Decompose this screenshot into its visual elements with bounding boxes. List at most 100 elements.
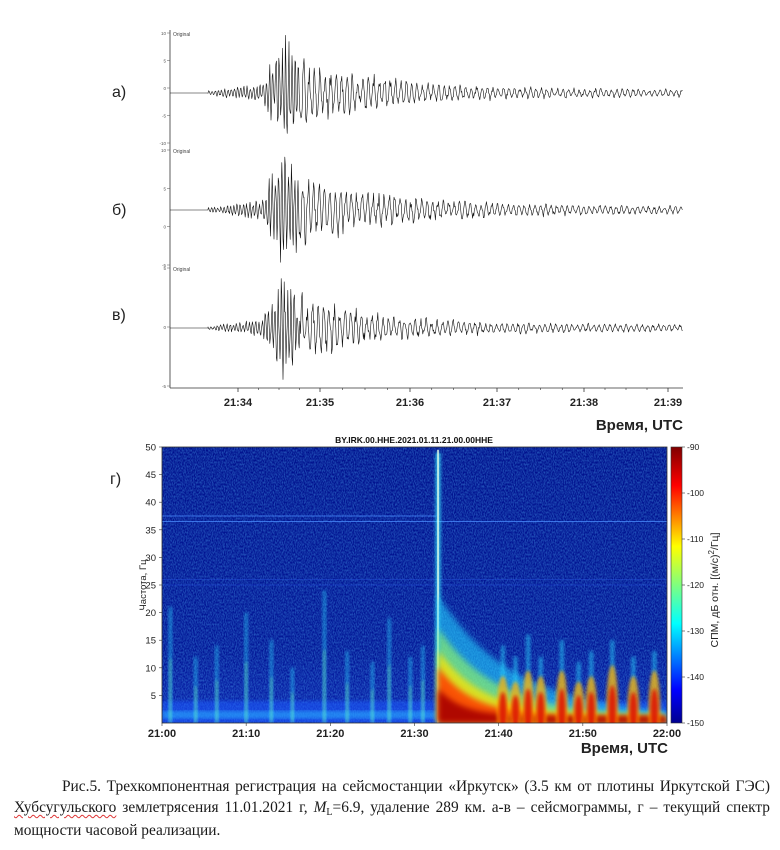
spectrogram-title: BY.IRK.00.HHE.2021.01.11.21.00.00HHE [335, 435, 493, 445]
spectrogram-y-axis-label: Частота, Гц [138, 559, 149, 611]
seismogram-traces [170, 35, 683, 380]
caption-part-2: землетрясения 11.01.2021 г, [116, 799, 314, 816]
seismogram-x-tick-label: 21:38 [570, 397, 598, 409]
spectrogram-noise-streak-core [245, 662, 248, 723]
spectrogram-noise-streak-core [421, 680, 424, 723]
seismogram-trace [170, 278, 683, 380]
figure-caption: Рис.5. Трехкомпонентная регистрация на с… [14, 776, 770, 841]
seismogram-trace-name: Original [173, 267, 190, 273]
spectrogram-x-ticks: 21:00 21:10 21:20 21:30 21:40 21:50 22:00 [148, 723, 681, 740]
spectrogram-coda-yellow [438, 650, 667, 723]
seismogram-y-tick-label: 0 [163, 86, 166, 91]
colorbar-label: СПМ, дБ отн. [(м/с)2/Гц] [707, 532, 721, 647]
spectrogram-burst-core [574, 695, 583, 723]
seismogram-x-tick-label: 21:39 [654, 397, 682, 409]
seismogram-panel-label: а) [112, 84, 126, 101]
spectrogram-burst-core [629, 692, 638, 723]
colorbar-tick-label: -130 [687, 626, 704, 636]
spectrogram-y-tick-label: 5 [151, 691, 156, 702]
seismogram-panel-label: б) [112, 202, 127, 219]
seismogram-frame [169, 30, 683, 389]
caption-magnitude-subscript: L [326, 807, 333, 818]
colorbar-label-superscript: 2 [707, 550, 716, 555]
spectrogram-microseism-band [162, 710, 667, 719]
seismogram-trace [170, 35, 683, 134]
seismogram-x-tick-label: 21:37 [483, 397, 511, 409]
colorbar [670, 446, 683, 724]
spectrogram-y-tick-label: 10 [145, 663, 156, 674]
spectrogram-noise-streak-core [291, 692, 294, 723]
spectrogram-noise-streak-core [409, 686, 412, 723]
seismogram-panel-label: в) [112, 307, 126, 324]
spectrogram-x-tick-label: 21:00 [148, 728, 176, 740]
spectrogram-y-tick-label: 30 [145, 553, 156, 564]
colorbar-tick-label: -110 [687, 534, 704, 544]
spectrogram-x-tick-label: 21:20 [316, 728, 344, 740]
caption-part-3: =6.9, удаление 289 км. а-в – сейсмограмм… [14, 799, 770, 839]
figure: а)Original1050-5-10б)Original1050-5в)Ori… [110, 30, 721, 757]
spectrogram-burst-core [608, 685, 617, 723]
seismogram-x-tick-label: 21:36 [396, 397, 424, 409]
seismogram-y-tick-label: 5 [163, 266, 166, 271]
spectrogram-burst-core [498, 692, 507, 723]
seismogram-trace [170, 156, 683, 263]
spectrogram-burst-core [557, 688, 566, 723]
spectrogram-burst-core [650, 688, 659, 723]
seismogram-x-axis-label: Время, UTC [596, 417, 683, 434]
seismogram-y-tick-label: -5 [162, 263, 166, 268]
spectrogram-coda-darkred [438, 688, 667, 723]
colorbar-tick-label: -100 [687, 488, 704, 498]
caption-magnitude-symbol: M [313, 799, 327, 816]
spectrogram-x-tick-label: 21:30 [400, 728, 428, 740]
seismogram-y-tick-label: 0 [163, 325, 166, 330]
colorbar-tick-label: -140 [687, 672, 704, 682]
seismogram-y-tick-label: 0 [163, 225, 166, 230]
seismogram-y-tick-label: 5 [163, 186, 166, 191]
caption-underlined-word: Хубсугульского [14, 799, 117, 816]
seismogram-x-ticks: 21:34 21:35 21:36 21:37 21:38 21:39 [224, 388, 682, 409]
spectrogram-marks [162, 449, 667, 723]
spectrogram-x-tick-label: 22:00 [653, 728, 681, 740]
spectrogram-noise-streak-core [194, 686, 197, 723]
spectrogram-burst-core [524, 688, 533, 723]
seismogram-x-tick-label: 21:34 [224, 397, 253, 409]
seismogram-panel: а) Original 10 5 0 -5 -10 б) Original 10 5 0 -5 в) Ori… [112, 30, 683, 434]
seismogram-y-tick-label: -10 [159, 141, 166, 146]
spectrogram-noise-streak-core [388, 665, 391, 723]
spectrogram-y-tick-label: 45 [145, 470, 156, 481]
spectrogram-panel: г) BY.IRK.00.HHE.2021.01.11.21.00.00HHE … [110, 435, 721, 757]
spectrogram-y-tick-label: 35 [145, 525, 156, 536]
spectrogram-y-tick-label: 40 [145, 498, 156, 509]
seismogram-trace-name: Original [173, 32, 190, 38]
spectrogram-noise-streak-core [346, 683, 349, 723]
spectrogram-noise-streak-core [323, 650, 326, 723]
seismogram-y-tick-label: -5 [162, 384, 166, 389]
seismogram-y-tick-label: 10 [161, 148, 167, 153]
spectrogram-burst-core [511, 695, 520, 723]
spectrogram-panel-label: г) [110, 471, 121, 488]
seismogram-trace-name: Original [173, 149, 190, 155]
spectrogram-x-tick-label: 21:10 [232, 728, 260, 740]
spectrogram-burst-core [587, 692, 596, 723]
spectrogram-y-tick-label: 50 [145, 443, 156, 454]
colorbar-tick-label: -150 [687, 718, 704, 728]
seismogram-y-tick-label: 5 [163, 59, 166, 64]
colorbar-tick-label: -120 [687, 580, 704, 590]
spectrogram-noise-streak-core [169, 659, 172, 723]
spectrogram-burst-core [536, 692, 545, 723]
seismogram-y-tick-label: 10 [161, 31, 167, 36]
spectrogram-y-tick-label: 15 [145, 636, 156, 647]
spectrogram-x-tick-label: 21:40 [485, 728, 513, 740]
spectrogram-noise-streak-core [270, 677, 273, 723]
spectrogram-noise-streak-core [215, 680, 218, 723]
spectrogram-coda-red [438, 666, 667, 723]
spectrogram-noise-streak-core [371, 689, 374, 723]
spectrogram-y-tick-label: 25 [145, 581, 156, 592]
spectrogram-event-onset-core [437, 449, 440, 723]
spectrogram-x-tick-label: 21:50 [569, 728, 597, 740]
spectrogram-y-tick-label: 20 [145, 608, 156, 619]
caption-part-1: Рис.5. Трехкомпонентная регистрация на с… [62, 778, 770, 795]
colorbar-tick-label: -90 [687, 442, 700, 452]
colorbar-label-end: /Гц] [709, 532, 721, 550]
seismogram-y-tick-label: -5 [162, 114, 166, 119]
